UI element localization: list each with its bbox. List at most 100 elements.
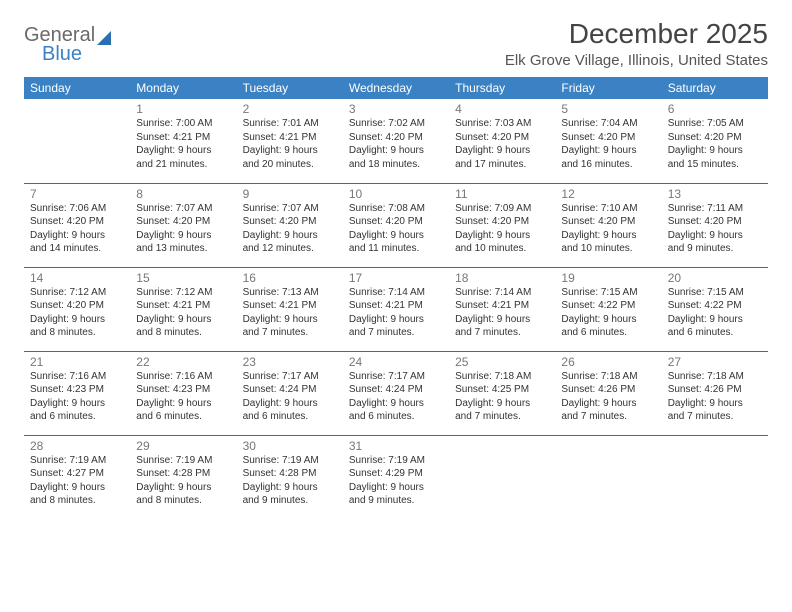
calendar-cell: 13Sunrise: 7:11 AMSunset: 4:20 PMDayligh…: [662, 183, 768, 267]
day-info: Sunrise: 7:06 AMSunset: 4:20 PMDaylight:…: [30, 202, 124, 256]
day-info: Sunrise: 7:14 AMSunset: 4:21 PMDaylight:…: [455, 286, 549, 340]
calendar-cell: 14Sunrise: 7:12 AMSunset: 4:20 PMDayligh…: [24, 267, 130, 351]
calendar-body: 1Sunrise: 7:00 AMSunset: 4:21 PMDaylight…: [24, 99, 768, 519]
col-wed: Wednesday: [343, 77, 449, 99]
day-number: 10: [349, 187, 443, 201]
calendar-cell: 29Sunrise: 7:19 AMSunset: 4:28 PMDayligh…: [130, 435, 236, 519]
day-number: 14: [30, 271, 124, 285]
calendar-row: 7Sunrise: 7:06 AMSunset: 4:20 PMDaylight…: [24, 183, 768, 267]
day-number: 24: [349, 355, 443, 369]
page-header: GeneralBlue December 2025 Elk Grove Vill…: [24, 18, 768, 69]
day-number: 19: [561, 271, 655, 285]
calendar-cell: 8Sunrise: 7:07 AMSunset: 4:20 PMDaylight…: [130, 183, 236, 267]
col-mon: Monday: [130, 77, 236, 99]
calendar-cell: [662, 435, 768, 519]
calendar-cell: 12Sunrise: 7:10 AMSunset: 4:20 PMDayligh…: [555, 183, 661, 267]
day-info: Sunrise: 7:19 AMSunset: 4:27 PMDaylight:…: [30, 454, 124, 508]
day-info: Sunrise: 7:19 AMSunset: 4:28 PMDaylight:…: [136, 454, 230, 508]
calendar-head: Sunday Monday Tuesday Wednesday Thursday…: [24, 77, 768, 99]
day-number: 27: [668, 355, 762, 369]
calendar-cell: 18Sunrise: 7:14 AMSunset: 4:21 PMDayligh…: [449, 267, 555, 351]
day-number: 15: [136, 271, 230, 285]
calendar-row: 1Sunrise: 7:00 AMSunset: 4:21 PMDaylight…: [24, 99, 768, 183]
calendar-row: 21Sunrise: 7:16 AMSunset: 4:23 PMDayligh…: [24, 351, 768, 435]
calendar-cell: 25Sunrise: 7:18 AMSunset: 4:25 PMDayligh…: [449, 351, 555, 435]
calendar-cell: 20Sunrise: 7:15 AMSunset: 4:22 PMDayligh…: [662, 267, 768, 351]
calendar-cell: 22Sunrise: 7:16 AMSunset: 4:23 PMDayligh…: [130, 351, 236, 435]
day-number: 20: [668, 271, 762, 285]
day-info: Sunrise: 7:15 AMSunset: 4:22 PMDaylight:…: [668, 286, 762, 340]
day-number: 23: [243, 355, 337, 369]
calendar-row: 14Sunrise: 7:12 AMSunset: 4:20 PMDayligh…: [24, 267, 768, 351]
calendar-cell: 7Sunrise: 7:06 AMSunset: 4:20 PMDaylight…: [24, 183, 130, 267]
day-number: 21: [30, 355, 124, 369]
calendar-cell: 24Sunrise: 7:17 AMSunset: 4:24 PMDayligh…: [343, 351, 449, 435]
day-number: 11: [455, 187, 549, 201]
calendar-cell: 30Sunrise: 7:19 AMSunset: 4:28 PMDayligh…: [237, 435, 343, 519]
day-info: Sunrise: 7:18 AMSunset: 4:25 PMDaylight:…: [455, 370, 549, 424]
calendar-cell: 2Sunrise: 7:01 AMSunset: 4:21 PMDaylight…: [237, 99, 343, 183]
day-number: 9: [243, 187, 337, 201]
day-number: 30: [243, 439, 337, 453]
day-info: Sunrise: 7:07 AMSunset: 4:20 PMDaylight:…: [243, 202, 337, 256]
calendar-cell: 23Sunrise: 7:17 AMSunset: 4:24 PMDayligh…: [237, 351, 343, 435]
day-number: 22: [136, 355, 230, 369]
day-info: Sunrise: 7:13 AMSunset: 4:21 PMDaylight:…: [243, 286, 337, 340]
calendar-cell: 19Sunrise: 7:15 AMSunset: 4:22 PMDayligh…: [555, 267, 661, 351]
day-info: Sunrise: 7:17 AMSunset: 4:24 PMDaylight:…: [243, 370, 337, 424]
title-block: December 2025 Elk Grove Village, Illinoi…: [505, 18, 768, 69]
day-info: Sunrise: 7:02 AMSunset: 4:20 PMDaylight:…: [349, 117, 443, 171]
day-info: Sunrise: 7:10 AMSunset: 4:20 PMDaylight:…: [561, 202, 655, 256]
calendar-cell: 5Sunrise: 7:04 AMSunset: 4:20 PMDaylight…: [555, 99, 661, 183]
calendar-cell: 9Sunrise: 7:07 AMSunset: 4:20 PMDaylight…: [237, 183, 343, 267]
calendar-cell: 3Sunrise: 7:02 AMSunset: 4:20 PMDaylight…: [343, 99, 449, 183]
day-number: 13: [668, 187, 762, 201]
day-number: 16: [243, 271, 337, 285]
calendar-cell: 15Sunrise: 7:12 AMSunset: 4:21 PMDayligh…: [130, 267, 236, 351]
day-info: Sunrise: 7:18 AMSunset: 4:26 PMDaylight:…: [561, 370, 655, 424]
calendar-cell: [449, 435, 555, 519]
calendar-row: 28Sunrise: 7:19 AMSunset: 4:27 PMDayligh…: [24, 435, 768, 519]
brand-logo: GeneralBlue: [24, 18, 111, 66]
calendar-cell: 1Sunrise: 7:00 AMSunset: 4:21 PMDaylight…: [130, 99, 236, 183]
day-info: Sunrise: 7:19 AMSunset: 4:28 PMDaylight:…: [243, 454, 337, 508]
col-fri: Friday: [555, 77, 661, 99]
day-number: 6: [668, 102, 762, 116]
calendar-cell: [24, 99, 130, 183]
calendar-cell: 28Sunrise: 7:19 AMSunset: 4:27 PMDayligh…: [24, 435, 130, 519]
logo-triangle-icon: [97, 31, 111, 45]
day-info: Sunrise: 7:03 AMSunset: 4:20 PMDaylight:…: [455, 117, 549, 171]
day-info: Sunrise: 7:07 AMSunset: 4:20 PMDaylight:…: [136, 202, 230, 256]
day-number: 17: [349, 271, 443, 285]
day-number: 25: [455, 355, 549, 369]
day-number: 4: [455, 102, 549, 116]
col-sun: Sunday: [24, 77, 130, 99]
col-tue: Tuesday: [237, 77, 343, 99]
day-info: Sunrise: 7:14 AMSunset: 4:21 PMDaylight:…: [349, 286, 443, 340]
day-info: Sunrise: 7:08 AMSunset: 4:20 PMDaylight:…: [349, 202, 443, 256]
calendar-table: Sunday Monday Tuesday Wednesday Thursday…: [24, 77, 768, 519]
calendar-cell: 16Sunrise: 7:13 AMSunset: 4:21 PMDayligh…: [237, 267, 343, 351]
day-number: 18: [455, 271, 549, 285]
calendar-cell: 26Sunrise: 7:18 AMSunset: 4:26 PMDayligh…: [555, 351, 661, 435]
location-subtitle: Elk Grove Village, Illinois, United Stat…: [505, 52, 768, 69]
day-number: 31: [349, 439, 443, 453]
calendar-cell: 27Sunrise: 7:18 AMSunset: 4:26 PMDayligh…: [662, 351, 768, 435]
day-info: Sunrise: 7:17 AMSunset: 4:24 PMDaylight:…: [349, 370, 443, 424]
day-info: Sunrise: 7:11 AMSunset: 4:20 PMDaylight:…: [668, 202, 762, 256]
calendar-cell: 21Sunrise: 7:16 AMSunset: 4:23 PMDayligh…: [24, 351, 130, 435]
calendar-cell: 4Sunrise: 7:03 AMSunset: 4:20 PMDaylight…: [449, 99, 555, 183]
calendar-cell: 31Sunrise: 7:19 AMSunset: 4:29 PMDayligh…: [343, 435, 449, 519]
day-info: Sunrise: 7:16 AMSunset: 4:23 PMDaylight:…: [30, 370, 124, 424]
calendar-cell: 11Sunrise: 7:09 AMSunset: 4:20 PMDayligh…: [449, 183, 555, 267]
calendar-cell: 10Sunrise: 7:08 AMSunset: 4:20 PMDayligh…: [343, 183, 449, 267]
brand-part2: Blue: [42, 43, 111, 66]
day-number: 1: [136, 102, 230, 116]
day-number: 7: [30, 187, 124, 201]
day-info: Sunrise: 7:18 AMSunset: 4:26 PMDaylight:…: [668, 370, 762, 424]
day-number: 5: [561, 102, 655, 116]
day-number: 29: [136, 439, 230, 453]
month-title: December 2025: [505, 18, 768, 50]
calendar-cell: 17Sunrise: 7:14 AMSunset: 4:21 PMDayligh…: [343, 267, 449, 351]
day-info: Sunrise: 7:16 AMSunset: 4:23 PMDaylight:…: [136, 370, 230, 424]
